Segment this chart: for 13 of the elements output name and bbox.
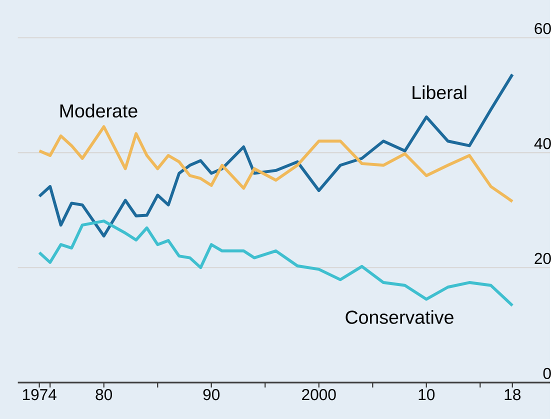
y-tick-label: 0	[543, 368, 551, 379]
x-tick-label: 10	[418, 388, 435, 400]
x-tick-label: 90	[203, 388, 220, 400]
series-label: Conservative	[346, 310, 454, 324]
y-tick-label: 20	[534, 252, 551, 264]
x-tick-label: 18	[504, 388, 521, 400]
series-label: Moderate	[60, 104, 138, 118]
y-tick-label: 60	[534, 22, 551, 34]
series-label: Liberal	[412, 85, 466, 100]
x-tick-label: 1974	[22, 388, 56, 400]
y-tick-label: 40	[534, 138, 551, 150]
x-tick-label: 2000	[302, 388, 336, 400]
x-tick-label: 80	[96, 388, 112, 400]
